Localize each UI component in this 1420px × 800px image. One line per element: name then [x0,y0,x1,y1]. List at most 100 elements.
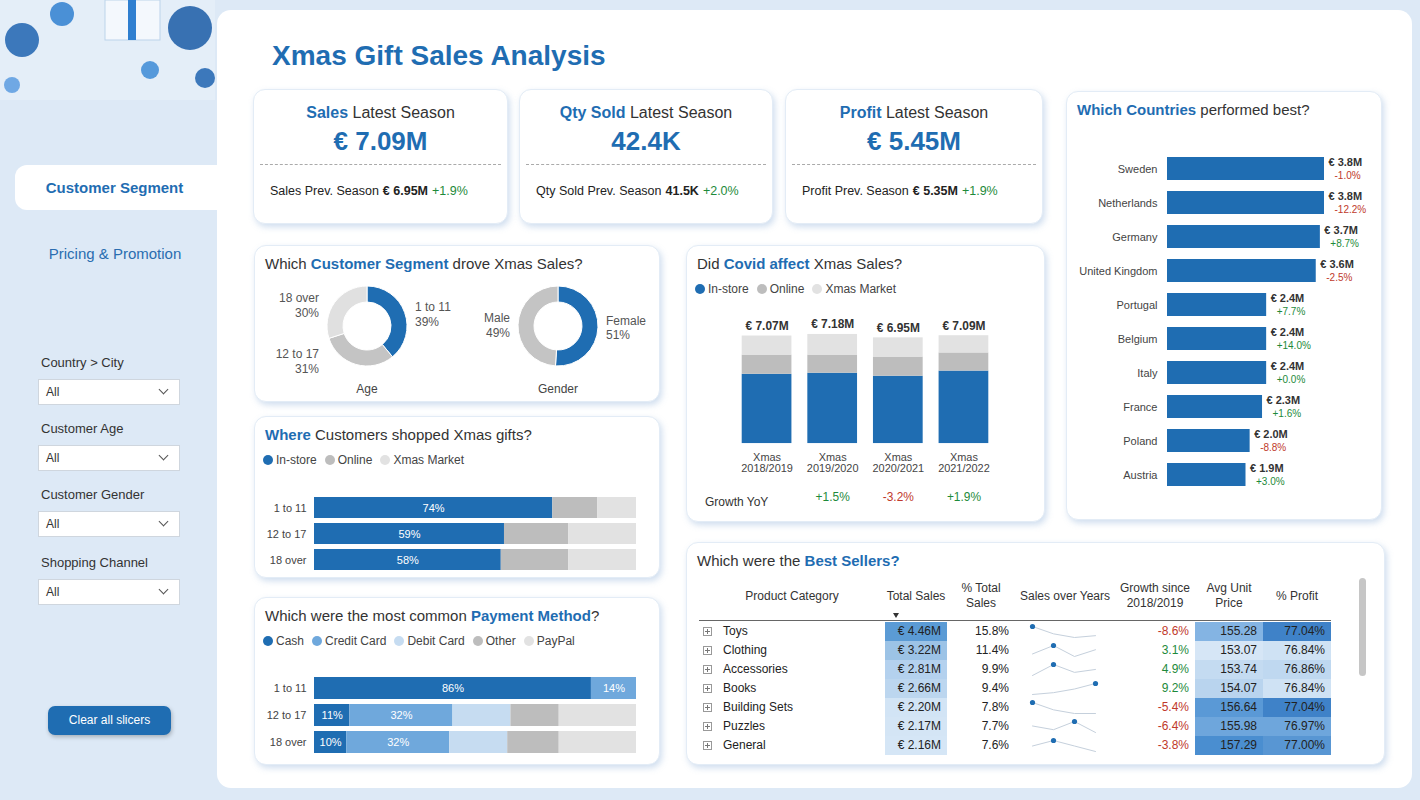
svg-text:12 to 17: 12 to 17 [267,709,307,721]
svg-text:12 to 17: 12 to 17 [267,528,307,540]
svg-text:+1.5%: +1.5% [816,490,851,504]
svg-text:€ 3.8M: € 3.8M [1329,190,1363,202]
svg-text:€ 1.9M: € 1.9M [1250,462,1284,474]
html-text:% Profit: % Profit [1276,588,1318,603]
svg-text:+1.9%: +1.9% [947,490,982,504]
html-text:Total Sales: Total Sales [886,588,946,603]
html-text:% Total Sales: % Total Sales [961,581,1001,610]
svg-text:Age: Age [356,382,378,396]
html-text:Qty Sold Latest Season: Qty Sold Latest Season [559,104,733,121]
svg-text:18 over: 18 over [270,554,307,566]
svg-text:86%: 86% [442,682,464,694]
html-text:Shopping Channel: Shopping Channel [41,555,148,570]
svg-text:Netherlands: Netherlands [1098,197,1158,209]
html-text:Sales over Years: Sales over Years [1020,588,1110,603]
svg-text:Xmas2020/2021: Xmas2020/2021 [872,451,924,474]
svg-text:Xmas2018/2019: Xmas2018/2019 [741,451,793,474]
html-text:Xmas Gift Sales Analysis: Xmas Gift Sales Analysis [272,40,606,71]
html-text:Growth since 2018/2019: Growth since 2018/2019 [1120,581,1190,610]
svg-text:+7.7%: +7.7% [1277,306,1306,317]
html-text:All: All [46,517,60,531]
svg-text:United Kingdom: United Kingdom [1079,265,1157,277]
svg-text:18 over30%: 18 over30% [279,291,319,319]
svg-text:Austria: Austria [1123,469,1158,481]
html-text:Which were the Best Sellers?: Which were the Best Sellers? [697,552,900,569]
svg-text:Female51%: Female51% [606,314,646,342]
svg-text:74%: 74% [423,502,445,514]
svg-text:Poland: Poland [1123,435,1157,447]
svg-text:32%: 32% [387,736,409,748]
svg-text:€ 7.07M: € 7.07M [746,319,789,333]
svg-text:€ 3.6M: € 3.6M [1320,258,1354,270]
svg-text:Portugal: Portugal [1117,299,1158,311]
svg-text:€ 3.8M: € 3.8M [1329,156,1363,168]
svg-text:1 to 11: 1 to 11 [274,682,307,694]
svg-text:14%: 14% [603,682,625,694]
svg-text:32%: 32% [390,709,412,721]
svg-text:Sweden: Sweden [1118,163,1158,175]
html-text:Customer Segment: Customer Segment [45,179,184,196]
html-text:Did Covid affect Xmas Sales?: Did Covid affect Xmas Sales? [697,255,903,272]
svg-text:10%: 10% [320,736,342,748]
html-text:Country > City: Country > City [41,355,124,370]
html-text:€ 7.09M: € 7.09M [333,126,428,156]
svg-text:+1.6%: +1.6% [1273,408,1302,419]
svg-text:€ 6.95M: € 6.95M [877,321,920,335]
svg-text:€ 2.3M: € 2.3M [1267,394,1301,406]
html-text:Profit Prev. Season € 5.35M +1: Profit Prev. Season € 5.35M +1.9% [802,184,998,198]
svg-text:1 to 1139%: 1 to 1139% [415,300,451,328]
html-text:Sales Latest Season: Sales Latest Season [306,104,455,121]
html-text:All: All [46,451,60,465]
svg-text:+0.0%: +0.0% [1277,374,1306,385]
svg-text:Germany: Germany [1112,231,1158,243]
html-text:Customer Age: Customer Age [41,421,124,436]
svg-text:€ 2.4M: € 2.4M [1271,326,1305,338]
html-text:Profit Latest Season: Profit Latest Season [839,104,989,121]
html-text:Product Category: Product Category [745,588,839,603]
svg-text:18 over: 18 over [270,736,307,748]
html-text:Which Countries performed best: Which Countries performed best? [1077,101,1310,118]
html-text:42.4K: 42.4K [611,126,681,156]
html-text:Xmas Market: Xmas Market [825,282,897,296]
svg-text:€ 2.0M: € 2.0M [1254,428,1288,440]
svg-text:12 to 1731%: 12 to 1731% [276,347,320,375]
svg-text:11%: 11% [322,709,343,721]
html-text:Which were the most common Pay: Which were the most common Payment Metho… [265,607,600,624]
svg-text:59%: 59% [398,528,420,540]
html-text:Which Customer Segment drove X: Which Customer Segment drove Xmas Sales? [265,255,583,272]
svg-text:Belgium: Belgium [1118,333,1158,345]
html-text:Sales Prev. Season € 6.95M +1.: Sales Prev. Season € 6.95M +1.9% [270,184,468,198]
html-text:Online: Online [769,282,805,296]
svg-text:58%: 58% [397,554,419,566]
svg-text:Xmas2019/2020: Xmas2019/2020 [807,451,859,474]
svg-text:€ 2.4M: € 2.4M [1271,292,1305,304]
svg-text:France: France [1123,401,1157,413]
svg-text:€ 7.09M: € 7.09M [942,319,985,333]
html-text:In-store: In-store [708,282,749,296]
svg-text:Gender: Gender [538,382,578,396]
svg-text:+8.7%: +8.7% [1330,238,1359,249]
svg-text:Italy: Italy [1137,367,1158,379]
svg-text:€ 7.18M: € 7.18M [811,317,854,331]
svg-text:+3.0%: +3.0% [1256,476,1285,487]
svg-text:-8.8%: -8.8% [1260,442,1286,453]
html-text:All: All [46,385,60,399]
svg-text:1 to 11: 1 to 11 [274,502,307,514]
svg-text:-3.2%: -3.2% [883,490,915,504]
svg-text:-12.2%: -12.2% [1335,204,1367,215]
svg-text:€ 3.7M: € 3.7M [1324,224,1358,236]
svg-text:Male49%: Male49% [484,311,510,339]
html-text:€ 5.45M: € 5.45M [867,126,961,156]
svg-text:+14.0%: +14.0% [1277,340,1311,351]
svg-text:-1.0%: -1.0% [1335,170,1361,181]
html-text:Qty Sold Prev. Season 41.5K +2: Qty Sold Prev. Season 41.5K +2.0% [536,184,739,198]
svg-text:€ 2.4M: € 2.4M [1271,360,1305,372]
html-text:Where Customers shopped Xmas g: Where Customers shopped Xmas gifts? [265,426,532,443]
html-text:Customer Gender: Customer Gender [41,487,145,502]
html-text:Clear all slicers: Clear all slicers [68,713,151,727]
svg-text:-2.5%: -2.5% [1326,272,1352,283]
html-text:Pricing & Promotion: Pricing & Promotion [48,245,182,262]
html-text:Avg Unit Price: Avg Unit Price [1206,581,1252,610]
svg-text:Xmas2021/2022: Xmas2021/2022 [938,451,990,474]
html-text:All: All [46,585,60,599]
